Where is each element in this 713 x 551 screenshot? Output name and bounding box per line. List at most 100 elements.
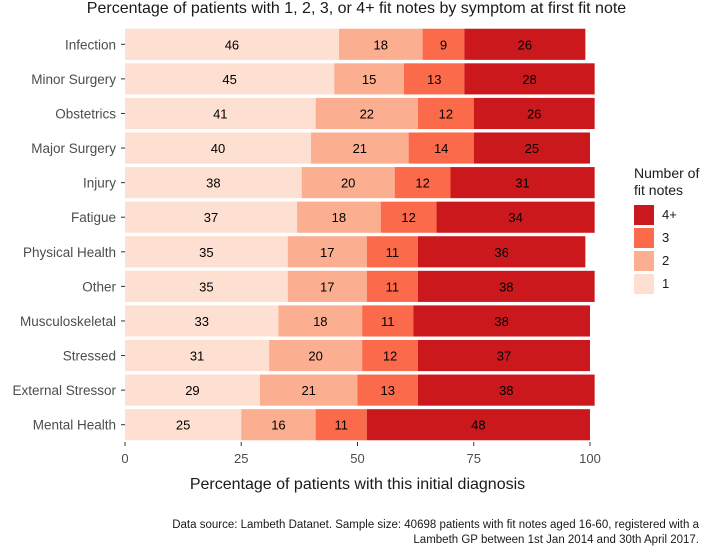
data-label: 26 [518, 37, 532, 52]
bar-segment-stressed-series-4+ [417, 339, 590, 372]
x-tick-label: 75 [467, 451, 481, 466]
bar-segment-external-stressor-series-2 [259, 374, 358, 406]
bar-segment-infection-series-1 [125, 28, 339, 60]
legend: Number of fit notes 4+ 3 2 1 [634, 165, 699, 295]
bar-segment-stressed-series-1 [125, 339, 270, 372]
data-label: 33 [194, 314, 208, 329]
x-tick-label: 50 [350, 451, 364, 466]
bar-segment-external-stressor-series-3 [357, 374, 418, 406]
data-label: 25 [176, 418, 190, 433]
legend-key-swatch [634, 204, 654, 225]
bar-segment-infection-series-2 [338, 28, 423, 60]
bar-segment-major-surgery-series-4+ [473, 132, 590, 164]
legend-label: 2 [662, 253, 670, 268]
bar-segment-injury-series-3 [394, 167, 451, 199]
legend-key-swatch [634, 273, 654, 294]
data-label: 31 [515, 176, 529, 191]
bar-segment-fatigue-series-2 [297, 201, 381, 233]
bar-segment-physical-health-series-2 [287, 236, 367, 268]
bar-segment-mental-health-series-1 [125, 409, 242, 441]
bar-segment-mental-health-series-2 [241, 409, 316, 441]
bar-segment-musculoskeletal-series-3 [362, 305, 414, 337]
data-label: 18 [332, 210, 346, 225]
bar-segment-obstetrics-series-2 [315, 97, 418, 130]
bar-segment-major-surgery-series-2 [311, 132, 409, 164]
bar-segment-obstetrics-series-3 [417, 97, 474, 130]
y-tick-label: Infection [65, 37, 116, 52]
x-axis-title: Percentage of patients with this initial… [189, 476, 526, 493]
data-label: 12 [401, 210, 415, 225]
x-tick-label: 25 [234, 451, 248, 466]
data-label: 37 [204, 210, 218, 225]
data-label: 20 [308, 349, 322, 364]
legend-key-swatch [634, 250, 654, 271]
bar-segment-musculoskeletal-series-1 [125, 305, 279, 337]
bar-segment-minor-surgery-series-3 [404, 63, 465, 95]
data-label: 45 [222, 72, 236, 87]
bar-segment-musculoskeletal-series-2 [278, 305, 363, 337]
data-label: 40 [211, 141, 225, 156]
bar-segment-other-series-3 [366, 270, 418, 302]
legend-title-line-2: fit notes [634, 182, 684, 198]
legend-item: 4+ [634, 203, 699, 226]
bar-segment-stressed-series-3 [362, 339, 418, 372]
data-label: 13 [380, 383, 394, 398]
caption: Data source: Lambeth Datanet. Sample siz… [172, 518, 699, 548]
bar-segment-external-stressor-series-4+ [417, 374, 595, 406]
data-label: 20 [341, 176, 355, 191]
legend-label: 1 [662, 276, 670, 291]
y-tick-label: Major Surgery [31, 141, 116, 156]
bar-segment-infection-series-3 [422, 28, 465, 60]
data-label: 17 [320, 279, 334, 294]
bar-segment-obstetrics-series-4+ [473, 97, 595, 130]
bar-segment-physical-health-series-1 [125, 236, 288, 268]
data-label: 38 [494, 314, 508, 329]
bar-segment-mental-health-series-4+ [366, 409, 590, 441]
bar-segment-major-surgery-series-3 [408, 132, 474, 164]
bar-segment-stressed-series-2 [269, 339, 363, 372]
bar-segment-external-stressor-series-1 [125, 374, 260, 406]
data-label: 14 [434, 141, 448, 156]
y-tick-label: Fatigue [71, 210, 116, 225]
data-label: 11 [381, 314, 395, 329]
chart-title: Percentage of patients with 1, 2, 3, or … [86, 0, 627, 17]
data-label: 16 [271, 418, 285, 433]
bar-segment-minor-surgery-series-2 [334, 63, 404, 95]
bar-segment-physical-health-series-4+ [417, 236, 586, 268]
y-tick-label: External Stressor [12, 383, 116, 398]
data-label: 17 [320, 245, 334, 260]
y-tick-label: Mental Health [33, 418, 116, 433]
bar-segment-musculoskeletal-series-4+ [413, 305, 590, 337]
bar-segment-fatigue-series-1 [125, 201, 298, 233]
data-label: 12 [415, 176, 429, 191]
data-label: 29 [185, 383, 199, 398]
caption-line-2: Lambeth GP between 1st Jan 2014 and 30th… [413, 534, 699, 546]
data-label: 18 [374, 37, 388, 52]
data-label: 25 [525, 141, 539, 156]
legend-label: 4+ [662, 207, 677, 222]
data-label: 18 [313, 314, 327, 329]
data-label: 37 [497, 349, 511, 364]
data-label: 15 [362, 72, 376, 87]
bar-segment-injury-series-4+ [450, 167, 595, 199]
bar-segment-other-series-4+ [417, 270, 595, 302]
caption-line-1: Data source: Lambeth Datanet. Sample siz… [172, 519, 699, 531]
data-label: 38 [206, 176, 220, 191]
data-label: 26 [527, 106, 541, 121]
x-tick-label: 100 [579, 451, 601, 466]
x-tick-label: 0 [121, 451, 128, 466]
legend-item: 3 [634, 226, 699, 249]
y-tick-label: Stressed [63, 349, 116, 364]
legend-item: 1 [634, 272, 699, 295]
legend-label: 3 [662, 230, 670, 245]
bar-segment-minor-surgery-series-1 [125, 63, 335, 95]
y-tick-label: Injury [83, 176, 116, 191]
data-label: 12 [439, 106, 453, 121]
data-label: 35 [199, 245, 213, 260]
y-tick-label: Musculoskeletal [20, 314, 116, 329]
y-tick-label: Obstetrics [55, 106, 116, 121]
data-label: 9 [440, 37, 447, 52]
bar-segment-minor-surgery-series-4+ [464, 63, 595, 95]
